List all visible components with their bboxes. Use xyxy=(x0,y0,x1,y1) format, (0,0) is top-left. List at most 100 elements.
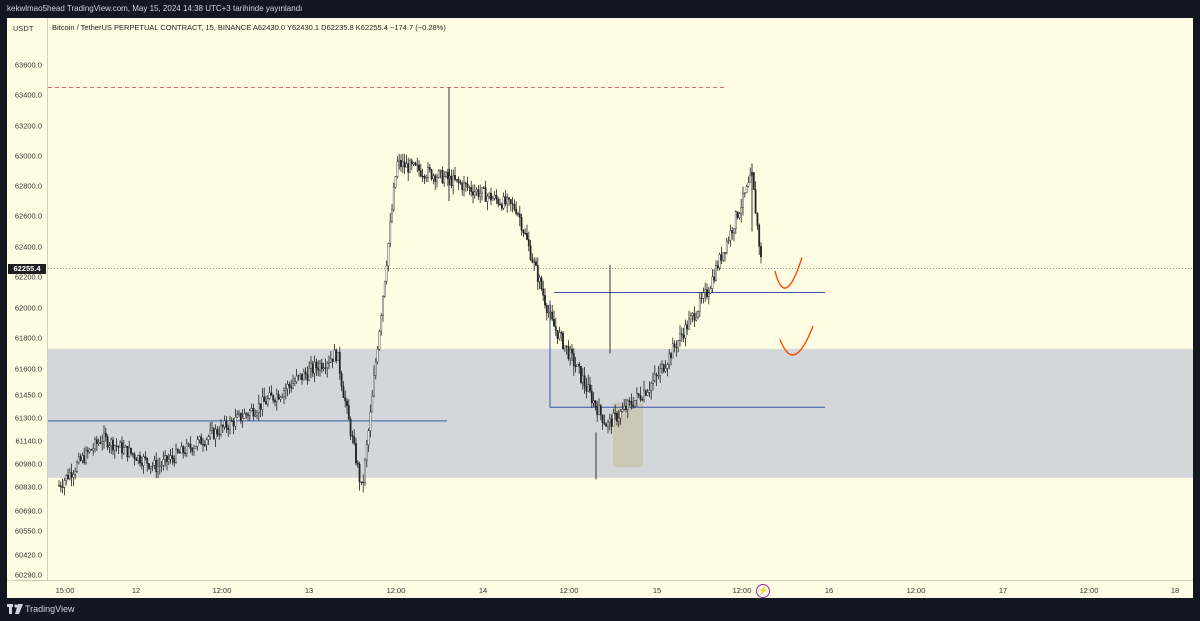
candle-body xyxy=(329,358,332,363)
candle-body xyxy=(175,449,177,463)
price-axis[interactable]: USDT 62255.4 63600.0 63400.0 63200.0 63000.… xyxy=(7,18,48,580)
candle-body xyxy=(547,312,550,314)
candle-body xyxy=(320,362,323,370)
candle-body xyxy=(724,252,726,254)
candle-body xyxy=(572,353,575,367)
candle-body xyxy=(99,442,102,444)
candle-body xyxy=(380,315,383,332)
candle-body xyxy=(646,392,649,396)
candle-body xyxy=(189,443,192,449)
candle-body xyxy=(754,189,757,214)
candle-body xyxy=(589,384,591,392)
candle-body xyxy=(702,292,705,299)
candle-body xyxy=(693,313,696,321)
candle-body xyxy=(119,442,122,448)
candle-body xyxy=(200,436,203,445)
candle-body xyxy=(275,393,278,403)
chart-frame[interactable]: USDT 62255.4 63600.0 63400.0 63200.0 63000.… xyxy=(7,18,1193,598)
chart-plot[interactable]: Bitcoin / TetherUS PERPETUAL CONTRACT, 1… xyxy=(48,18,1193,580)
candle-body xyxy=(128,447,131,458)
candle-body xyxy=(86,450,89,453)
candle-body xyxy=(599,405,602,416)
candle-body xyxy=(686,324,689,330)
candle-body xyxy=(720,254,723,261)
price-tick-label: 63200.0 xyxy=(14,121,42,131)
candle-body xyxy=(632,404,635,407)
candle-body xyxy=(409,160,411,173)
candle-body xyxy=(405,163,408,168)
chart-svg[interactable] xyxy=(48,18,1193,580)
candle-body xyxy=(324,367,327,369)
candle-body xyxy=(535,261,537,266)
candle-body xyxy=(716,265,719,269)
candle-body xyxy=(83,455,86,463)
candle-body xyxy=(531,259,534,263)
candle-body xyxy=(437,170,440,178)
candle-body xyxy=(272,395,275,401)
candle-body xyxy=(711,276,714,289)
candle-body xyxy=(623,405,626,410)
candle-body xyxy=(749,175,752,183)
candle-body xyxy=(205,439,208,445)
candle-body xyxy=(722,252,725,261)
candle-body xyxy=(439,170,442,172)
candle-body xyxy=(126,445,129,458)
candle-body xyxy=(425,177,428,179)
candle-body xyxy=(88,449,91,453)
candle-body xyxy=(500,204,503,209)
candle-body xyxy=(220,425,222,435)
candle-body xyxy=(328,362,330,364)
candle-body xyxy=(655,374,658,376)
price-tick-label: 60420.0 xyxy=(14,550,42,560)
candle-body xyxy=(463,182,465,191)
candle-body xyxy=(392,187,395,210)
candle-body xyxy=(142,456,145,466)
candle-body xyxy=(121,442,123,454)
candle-body xyxy=(493,195,496,199)
candle-body xyxy=(583,375,586,387)
candle-body xyxy=(758,225,761,247)
candle-body xyxy=(94,439,96,449)
candle-body xyxy=(412,162,415,165)
candle-body xyxy=(243,413,246,419)
candle-body xyxy=(664,368,667,372)
price-tick-label: 63000.0 xyxy=(14,151,42,161)
candle-body xyxy=(427,167,429,178)
candle-body xyxy=(473,191,476,196)
candle-body xyxy=(482,187,485,189)
candle-body xyxy=(229,420,231,430)
candle-body xyxy=(90,449,93,451)
candle-body xyxy=(464,182,467,185)
candle-body xyxy=(488,192,491,197)
candle-body xyxy=(344,397,347,402)
candle-body xyxy=(502,196,505,209)
candle-body xyxy=(691,313,694,316)
candle-body xyxy=(410,160,413,165)
candle-body xyxy=(76,462,78,472)
candle-body xyxy=(61,486,64,488)
candle-body xyxy=(486,196,489,202)
candle-body xyxy=(679,333,681,342)
price-tick-label: 62400.0 xyxy=(14,242,42,252)
candle-body xyxy=(673,343,676,348)
candle-body xyxy=(536,265,539,283)
candle-body xyxy=(236,414,239,418)
candle-body xyxy=(698,297,701,312)
candle-body xyxy=(369,411,372,431)
candle-body xyxy=(250,408,253,411)
candle-body xyxy=(506,197,509,205)
time-axis[interactable]: 15:00 12 12:00 13 12:00 14 12:00 15 12:00 16 12:00… xyxy=(7,580,1193,599)
candle-body xyxy=(144,456,147,459)
candle-body xyxy=(601,414,604,424)
candle-body xyxy=(518,213,521,218)
candle-body xyxy=(266,398,269,405)
candle-body xyxy=(610,418,613,427)
candle-body xyxy=(68,472,71,480)
candle-body xyxy=(356,462,359,465)
event-lightning-icon[interactable]: ⚡ xyxy=(756,584,770,598)
candle-body xyxy=(337,351,339,361)
candle-body xyxy=(662,364,665,372)
candle-body xyxy=(164,455,167,460)
candle-body xyxy=(706,289,708,298)
candle-body xyxy=(470,187,473,192)
